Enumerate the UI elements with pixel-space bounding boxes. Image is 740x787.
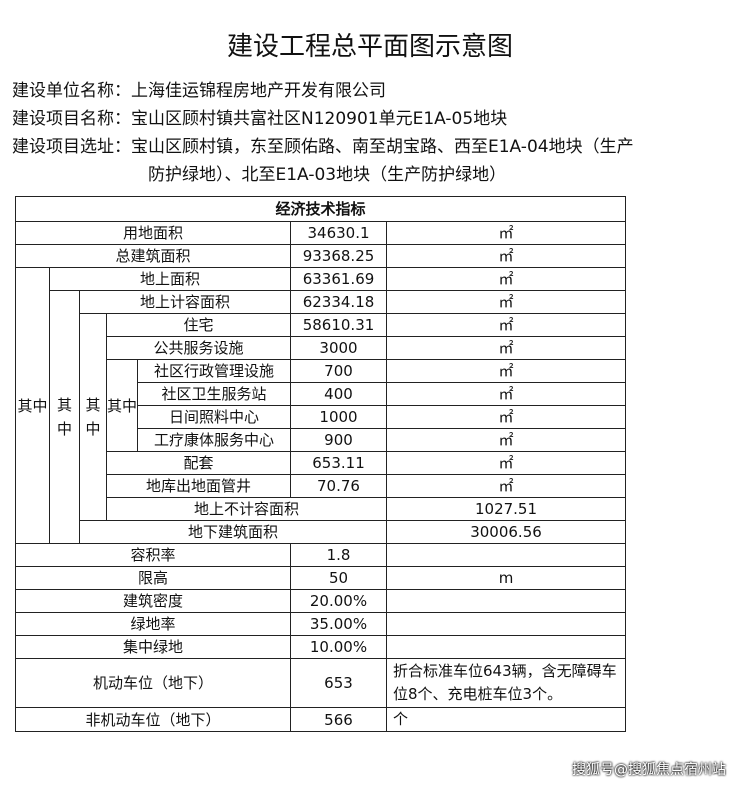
construction-unit: 建设单位名称：上海佳运锦程房地产开发有限公司 [12,81,386,101]
row-unit: ㎡ [385,267,627,291]
table-row: 其中 地上计容面积 62334.18 ㎡ [16,290,627,544]
qizhong-cell: 其中 [15,267,50,544]
row-value: 1000 [290,405,387,429]
row-value: 653.11 [290,451,387,475]
row-value: 20.00% [290,589,387,613]
row-unit: m [385,566,627,590]
project-site: 建设项目选址：宝山区顾村镇，东至顾佑路、南至胡宝路、西至E1A-04地块（生产 [12,137,634,157]
row-value: 34630.1 [290,221,387,245]
row-label: 建筑密度 [15,589,291,613]
row-value: 653 [290,658,387,708]
row-unit: ㎡ [385,244,627,268]
row-label: 地上面积 [49,267,291,291]
qizhong-cell: 其中 [106,359,138,452]
row-label: 机动车位（地下） [15,658,291,708]
table-row: 公共服务设施 3000 ㎡ [16,336,627,360]
row-label: 社区行政管理设施 [137,359,291,383]
row-label: 地下建筑面积 [79,520,387,544]
row-unit: ㎡ [385,290,627,314]
row-unit [385,612,627,636]
row-unit: 个 [385,707,627,732]
row-unit [385,635,627,659]
row-value: 30006.56 [385,520,627,544]
row-value: 10.00% [290,635,387,659]
row-label: 绿地率 [15,612,291,636]
row-value: 566 [290,707,387,732]
table-row: 其中 社区行政管理设施 700 ㎡ [16,359,627,452]
row-value: 3000 [290,336,387,360]
row-label: 容积率 [15,543,291,567]
row-label: 用地面积 [15,221,291,245]
table-row: 配套 653.11 ㎡ [16,451,627,475]
table-row: 地库出地面管井 70.76 ㎡ [16,474,627,498]
row-value: 58610.31 [290,313,387,337]
row-label: 地上计容面积 [79,290,291,314]
row-value: 35.00% [290,612,387,636]
row-label: 工疗康体服务中心 [137,428,291,452]
table-row: 其中 地上面积 63361.69 ㎡ [15,267,627,544]
table-row: 总建筑面积 93368.25 ㎡ [15,244,627,268]
row-unit: ㎡ [385,428,627,452]
table-row: 集中绿地 10.00% [15,635,627,659]
row-value: 62334.18 [290,290,387,314]
watermark: 搜狐号@搜狐焦点宿州站 [572,762,726,778]
row-unit [385,543,627,567]
row-value: 700 [290,359,387,383]
table-row: 机动车位（地下） 653 折合标准车位643辆，含无障碍车位8个、充电桩车位3个。 [15,658,627,708]
row-value: 400 [290,382,387,406]
row-unit: ㎡ [385,221,627,245]
table-row: 容积率 1.8 [15,543,627,567]
row-label: 总建筑面积 [15,244,291,268]
table-header: 经济技术指标 [14,196,627,222]
row-unit: ㎡ [385,405,627,429]
table-row: 建筑密度 20.00% [15,589,627,613]
row-label: 公共服务设施 [106,336,291,360]
row-unit: ㎡ [385,451,627,475]
row-unit: ㎡ [385,474,627,498]
row-unit [385,589,627,613]
row-value: 93368.25 [290,244,387,268]
table-row: 用地面积 34630.1 ㎡ [15,221,627,245]
project-name: 建设项目名称：宝山区顾村镇共富社区N120901单元E1A-05地块 [12,109,508,129]
table-row: 限高 50 m [15,566,627,590]
row-value: 70.76 [290,474,387,498]
qizhong-cell: 其中 [49,290,80,544]
row-label: 非机动车位（地下） [15,707,291,732]
row-value: 1.8 [290,543,387,567]
row-unit: ㎡ [385,336,627,360]
row-label: 地上不计容面积 [106,497,387,521]
row-unit: 折合标准车位643辆，含无障碍车位8个、充电桩车位3个。 [385,658,627,708]
page-title: 建设工程总平面图示意图 [226,32,513,62]
table-row: 非机动车位（地下） 566 个 [15,707,627,732]
table-row: 工疗康体服务中心 900 ㎡ [16,428,627,452]
row-label: 日间照料中心 [137,405,291,429]
row-value: 50 [290,566,387,590]
table-row: 其中 住宅 58610.31 ㎡ [16,313,627,521]
row-value: 1027.51 [385,497,627,521]
row-label: 住宅 [106,313,291,337]
project-site-cont: 防护绿地）、北至E1A-03地块（生产防护绿地） [148,165,507,185]
row-unit: ㎡ [385,313,627,337]
row-label: 地库出地面管井 [106,474,291,498]
row-label: 配套 [106,451,291,475]
table-row: 绿地率 35.00% [15,612,627,636]
row-unit: ㎡ [385,359,627,383]
row-label: 限高 [15,566,291,590]
row-value: 63361.69 [290,267,387,291]
qizhong-cell: 其中 [79,313,107,521]
row-label: 社区卫生服务站 [137,382,291,406]
table-row: 日间照料中心 1000 ㎡ [16,405,627,429]
row-label: 集中绿地 [15,635,291,659]
row-unit: ㎡ [385,382,627,406]
row-value: 900 [290,428,387,452]
